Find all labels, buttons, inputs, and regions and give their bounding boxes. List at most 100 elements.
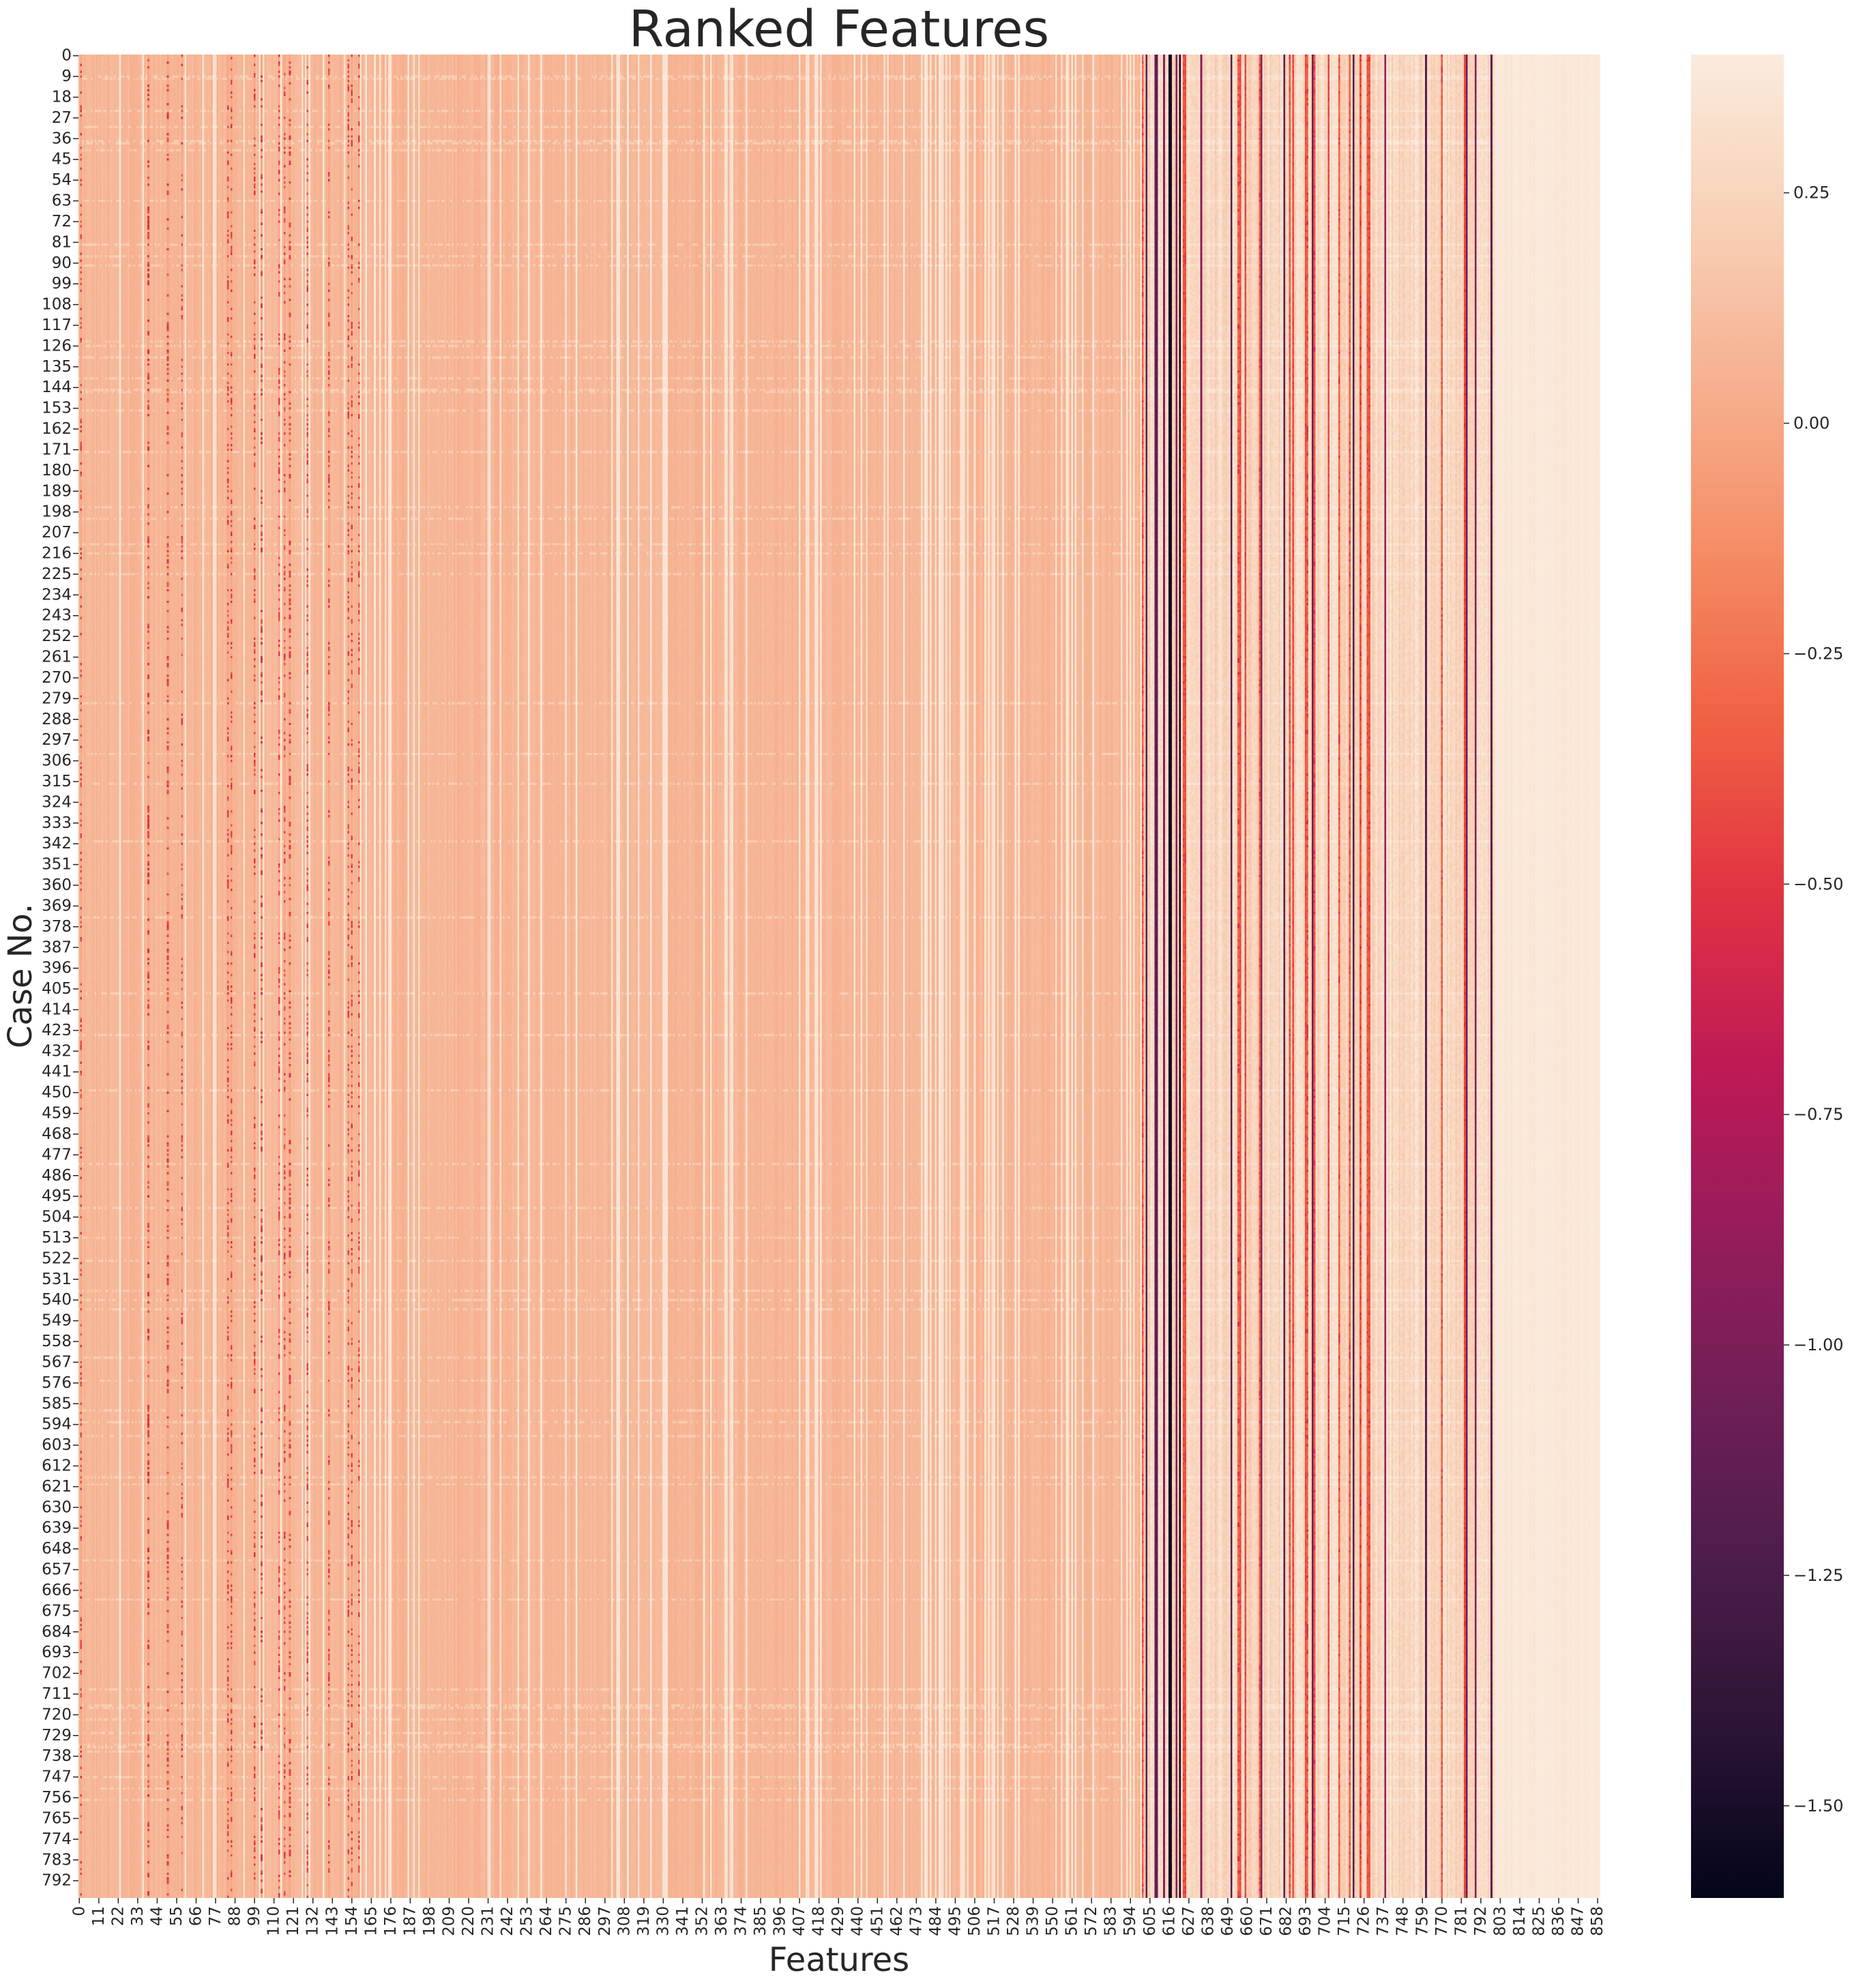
y-tick-label: 387 (42, 938, 72, 956)
y-tick-label: 585 (42, 1395, 72, 1412)
x-tick-label: 836 (1550, 1906, 1568, 1936)
y-tick-label: 0 (61, 47, 72, 65)
x-tick-label: 726 (1355, 1906, 1373, 1936)
x-tick-label: 11 (90, 1906, 108, 1926)
x-tick-label: 77 (207, 1906, 224, 1926)
y-tick-label: 504 (42, 1208, 72, 1226)
y-tick-label: 522 (42, 1249, 72, 1267)
y-tick-label: 468 (42, 1125, 72, 1143)
y-tick-label: 153 (42, 400, 72, 417)
y-tick-label: 99 (52, 275, 72, 293)
y-tick-label: 576 (42, 1374, 72, 1392)
y-tick-label: 486 (42, 1167, 72, 1185)
x-tick-label: 363 (713, 1906, 731, 1936)
y-tick-label: 675 (42, 1602, 72, 1620)
y-tick-label: 459 (42, 1105, 72, 1123)
x-tick-label: 385 (752, 1906, 769, 1936)
x-axis-ticks: 0 11 22 33 44 55 66 77 88 99 110 121 132 143 154 165 176… (70, 1898, 1606, 1936)
y-tick-label: 711 (42, 1685, 72, 1703)
y-tick-label: 234 (42, 586, 72, 604)
y-tick-label: 306 (42, 752, 72, 770)
y-tick-label: 702 (42, 1665, 72, 1682)
x-tick-label: 429 (829, 1906, 847, 1936)
x-tick-label: 165 (362, 1906, 380, 1936)
y-tick-label: 639 (42, 1519, 72, 1537)
x-tick-label: 209 (440, 1906, 458, 1936)
x-tick-label: 693 (1297, 1906, 1314, 1936)
y-tick-label: 315 (42, 773, 72, 790)
heatmap-area (78, 55, 1600, 1898)
y-tick-label: 108 (42, 296, 72, 314)
x-tick-label: 704 (1317, 1906, 1334, 1936)
y-tick-label: 198 (42, 503, 72, 521)
x-tick-label: 198 (421, 1906, 439, 1936)
x-tick-label: 0 (70, 1906, 88, 1916)
x-tick-label: 682 (1278, 1906, 1295, 1936)
y-axis-ticks: 0 9 18 27 36 45 54 63 72 81 90 99 108 117 126 135 144 153… (42, 47, 78, 1890)
x-tick-label: 220 (460, 1906, 477, 1936)
y-tick-label: 261 (42, 649, 72, 666)
x-tick-label: 440 (849, 1906, 867, 1936)
y-tick-label: 693 (42, 1644, 72, 1661)
y-tick-label: 162 (42, 420, 72, 438)
x-tick-label: 297 (596, 1906, 614, 1936)
x-tick-label: 99 (246, 1906, 263, 1926)
x-tick-label: 242 (499, 1906, 516, 1936)
y-tick-label: 252 (42, 627, 72, 645)
y-tick-label: 621 (42, 1478, 72, 1496)
y-tick-label: 423 (42, 1022, 72, 1039)
x-axis-label: Features (769, 1941, 909, 1979)
x-tick-label: 121 (284, 1906, 302, 1936)
y-tick-label: 594 (42, 1416, 72, 1434)
y-tick-label: 351 (42, 856, 72, 874)
y-tick-label: 720 (42, 1706, 72, 1723)
x-tick-label: 506 (966, 1906, 984, 1936)
y-tick-label: 396 (42, 960, 72, 977)
heatmap-cells (78, 55, 1600, 1898)
y-axis-label: Case No. (1, 904, 40, 1048)
y-tick-label: 45 (52, 151, 72, 168)
x-tick-label: 374 (733, 1906, 750, 1936)
x-tick-label: 66 (188, 1906, 205, 1926)
y-tick-label: 747 (42, 1768, 72, 1786)
x-tick-label: 858 (1589, 1906, 1606, 1936)
x-tick-label: 550 (1044, 1906, 1061, 1936)
x-tick-label: 759 (1413, 1906, 1431, 1936)
colorbar-tick-label: 0.25 (1793, 183, 1829, 203)
x-tick-label: 825 (1531, 1906, 1548, 1936)
x-tick-label: 649 (1219, 1906, 1237, 1936)
colorbar-tick-label: 0.00 (1793, 414, 1829, 433)
x-tick-label: 418 (810, 1906, 828, 1936)
x-tick-label: 737 (1375, 1906, 1392, 1936)
y-tick-label: 648 (42, 1540, 72, 1558)
x-tick-label: 572 (1083, 1906, 1100, 1936)
y-tick-label: 297 (42, 731, 72, 749)
y-tick-label: 441 (42, 1063, 72, 1081)
x-tick-label: 231 (480, 1906, 497, 1936)
y-tick-label: 189 (42, 482, 72, 500)
y-tick-label: 72 (52, 213, 72, 231)
y-tick-label: 756 (42, 1789, 72, 1807)
y-tick-label: 207 (42, 524, 72, 541)
y-tick-label: 54 (52, 171, 72, 189)
x-tick-label: 154 (343, 1906, 361, 1936)
y-tick-label: 558 (42, 1333, 72, 1350)
y-tick-label: 414 (42, 1000, 72, 1018)
colorbar-tick-label: −0.50 (1793, 874, 1844, 893)
y-tick-label: 774 (42, 1830, 72, 1848)
y-tick-label: 279 (42, 689, 72, 707)
y-tick-label: 81 (52, 233, 72, 251)
y-tick-label: 90 (52, 254, 72, 272)
x-tick-label: 638 (1199, 1906, 1217, 1936)
y-tick-label: 495 (42, 1187, 72, 1205)
y-tick-label: 333 (42, 814, 72, 832)
y-tick-label: 531 (42, 1271, 72, 1288)
x-tick-label: 22 (109, 1906, 127, 1926)
x-tick-label: 770 (1433, 1906, 1451, 1936)
y-tick-label: 243 (42, 607, 72, 625)
x-tick-label: 539 (1025, 1906, 1042, 1936)
y-tick-label: 171 (42, 441, 72, 458)
x-tick-label: 330 (654, 1906, 672, 1936)
colorbar: 0.25 0.00 −0.25 −0.50 −0.75 −1.00 −1.25 −1.50 (1691, 55, 1844, 1898)
x-tick-label: 748 (1394, 1906, 1412, 1936)
